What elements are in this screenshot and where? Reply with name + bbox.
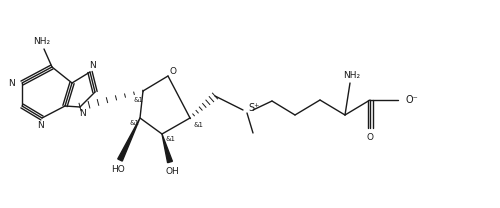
Text: NH₂: NH₂ xyxy=(344,71,360,79)
Text: OH: OH xyxy=(165,166,179,176)
Text: &1: &1 xyxy=(130,120,140,126)
Text: N: N xyxy=(36,121,44,130)
Text: O: O xyxy=(366,132,374,141)
Text: N: N xyxy=(78,109,86,119)
Text: O⁻: O⁻ xyxy=(405,95,418,105)
Text: N: N xyxy=(88,62,96,71)
Text: S⁺: S⁺ xyxy=(248,103,260,113)
Text: NH₂: NH₂ xyxy=(34,36,50,46)
Text: &1: &1 xyxy=(193,122,203,128)
Text: &1: &1 xyxy=(134,97,144,103)
Text: &1: &1 xyxy=(165,136,175,142)
Text: HO: HO xyxy=(111,165,125,173)
Text: O: O xyxy=(170,67,176,76)
Text: N: N xyxy=(8,78,15,88)
Polygon shape xyxy=(162,134,172,163)
Polygon shape xyxy=(118,118,140,161)
